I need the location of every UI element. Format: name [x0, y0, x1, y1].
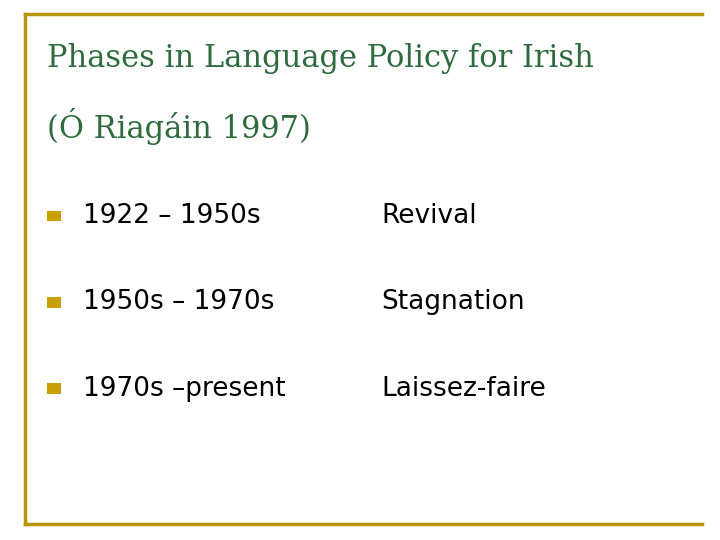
Text: Revival: Revival	[382, 203, 477, 229]
FancyBboxPatch shape	[47, 211, 61, 221]
Text: 1950s – 1970s: 1950s – 1970s	[83, 289, 274, 315]
Text: Stagnation: Stagnation	[382, 289, 525, 315]
FancyBboxPatch shape	[47, 383, 61, 394]
FancyBboxPatch shape	[47, 297, 61, 308]
Text: (Ó Riagáin 1997): (Ó Riagáin 1997)	[47, 108, 310, 145]
Text: Laissez-faire: Laissez-faire	[382, 376, 546, 402]
Text: Phases in Language Policy for Irish: Phases in Language Policy for Irish	[47, 43, 594, 74]
Text: 1970s –present: 1970s –present	[83, 376, 285, 402]
Text: 1922 – 1950s: 1922 – 1950s	[83, 203, 261, 229]
